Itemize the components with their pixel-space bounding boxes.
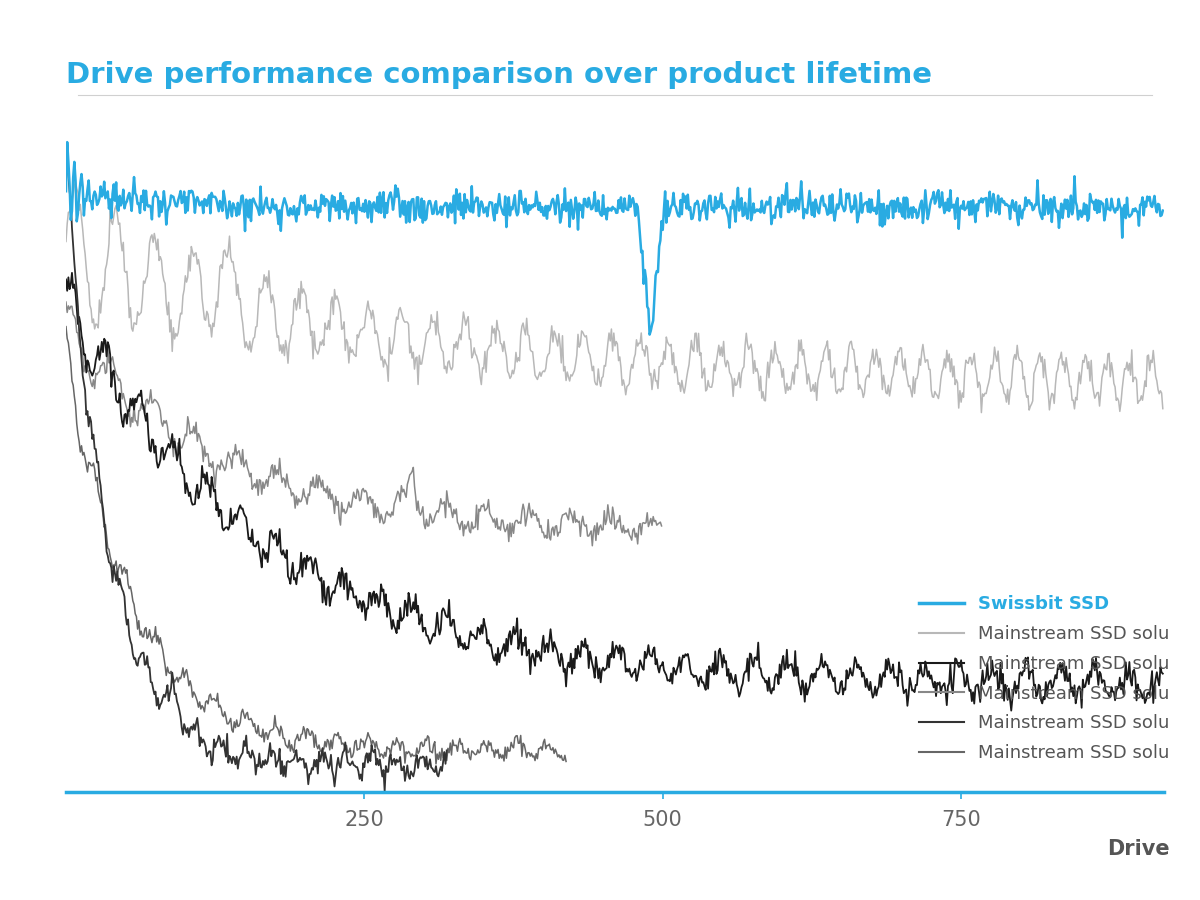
- Legend: Swissbit SSD, Mainstream SSD solu, Mainstream SSD solu, Mainstream SSD solu, Mai: Swissbit SSD, Mainstream SSD solu, Mains…: [912, 589, 1177, 770]
- Text: Drive performance comparison over product lifetime: Drive performance comparison over produc…: [66, 61, 932, 89]
- Text: Drive: Drive: [1108, 839, 1170, 859]
